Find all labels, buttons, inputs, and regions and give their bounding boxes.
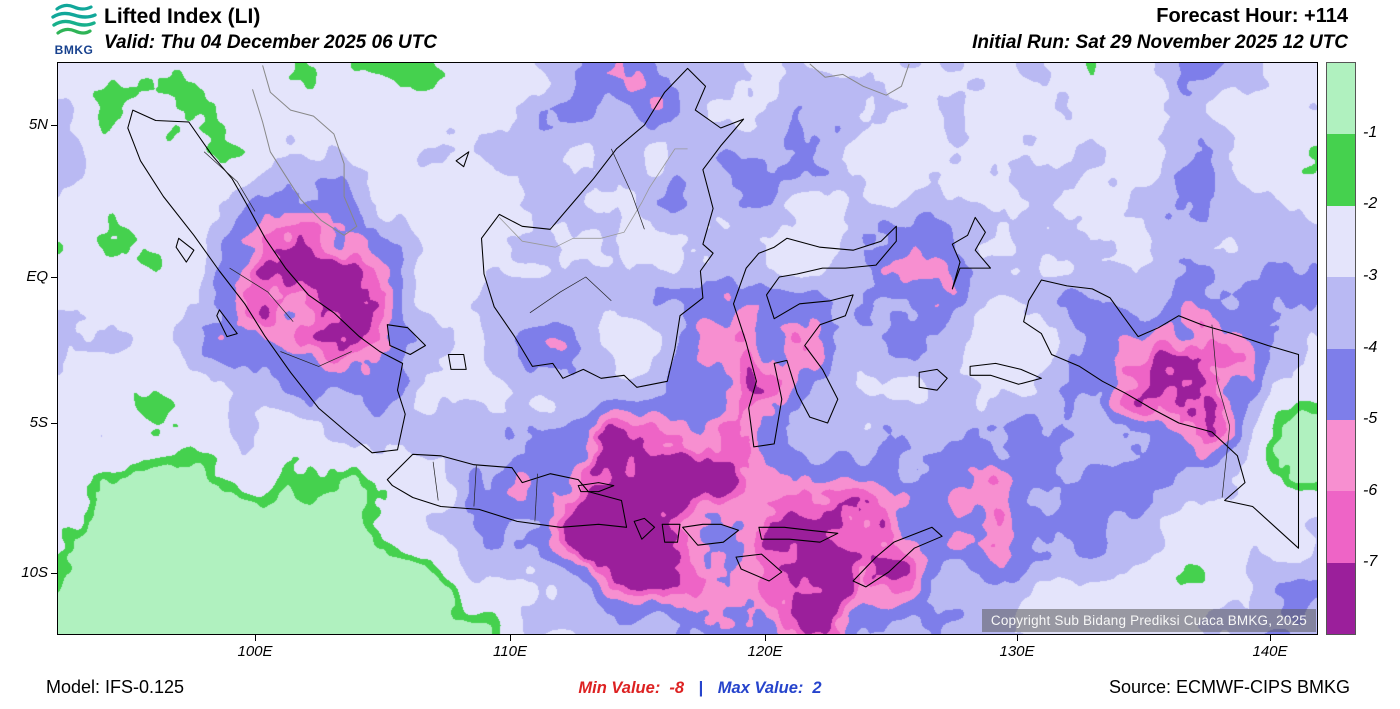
axis-tick [51, 573, 57, 574]
axis-tick [510, 635, 511, 641]
lat-label-5s: 5S [29, 414, 48, 431]
colorbar-segment [1327, 419, 1355, 492]
axis-tick [51, 423, 57, 424]
axis-tick [1017, 635, 1018, 641]
model-label: Model: IFS-0.125 [46, 677, 185, 697]
lat-label-10s: 10S [21, 564, 48, 581]
lon-label-130e: 130E [999, 643, 1035, 660]
lon-label-120e: 120E [747, 643, 783, 660]
max-value-text: Max Value: 2 [717, 679, 822, 697]
minmax-separator: | [698, 679, 704, 697]
colorbar-segment [1327, 277, 1355, 349]
colorbar [1326, 62, 1356, 635]
colorbar-label: -1 [1363, 124, 1378, 141]
colorbar-segment [1327, 205, 1355, 278]
forecast-hour: Forecast Hour: +114 [1156, 5, 1348, 27]
colorbar-segment [1327, 134, 1355, 206]
colorbar-segment [1327, 562, 1355, 634]
colorbar-label: -7 [1363, 553, 1378, 570]
axis-tick [1270, 635, 1271, 641]
forecast-map: Copyright Sub Bidang Prediksi Cuaca BMKG… [57, 62, 1318, 635]
lon-label-100e: 100E [237, 643, 273, 660]
lon-label-140e: 140E [1252, 643, 1288, 660]
axis-tick [255, 635, 256, 641]
copyright-overlay: Copyright Sub Bidang Prediksi Cuaca BMKG… [981, 609, 1316, 632]
logo-waves-icon [51, 3, 97, 35]
source-label: Source: ECMWF-CIPS BMKG [1108, 677, 1350, 697]
colorbar-label: -6 [1363, 482, 1378, 499]
initial-run: Initial Run: Sat 29 November 2025 12 UTC [972, 32, 1348, 53]
lon-label-110e: 110E [493, 643, 527, 660]
lat-label-5n: 5N [28, 116, 48, 133]
page-title: Lifted Index (LI) [104, 5, 261, 28]
lat-label-eq: EQ [26, 268, 48, 285]
colorbar-segment [1327, 63, 1355, 135]
colorbar-label: -5 [1363, 410, 1378, 427]
axis-tick [51, 125, 57, 126]
colorbar-segment [1327, 348, 1355, 420]
colorbar-label: -3 [1363, 267, 1378, 284]
bmkg-logo: BMKG [46, 2, 102, 57]
valid-datetime: Valid: Thu 04 December 2025 06 UTC [104, 32, 437, 53]
axis-tick [765, 635, 766, 641]
min-value-text: Min Value: -8 [578, 679, 684, 697]
axis-tick [51, 277, 57, 278]
minmax-line: Min Value: -8 | Max Value: 2 [578, 679, 821, 698]
colorbar-label: -4 [1363, 339, 1378, 356]
li-contour-field [57, 62, 1318, 635]
colorbar-label: -2 [1363, 195, 1378, 212]
colorbar-segment [1327, 491, 1355, 563]
coastlines-overlay [127, 63, 1300, 588]
logo-text: BMKG [54, 43, 94, 57]
